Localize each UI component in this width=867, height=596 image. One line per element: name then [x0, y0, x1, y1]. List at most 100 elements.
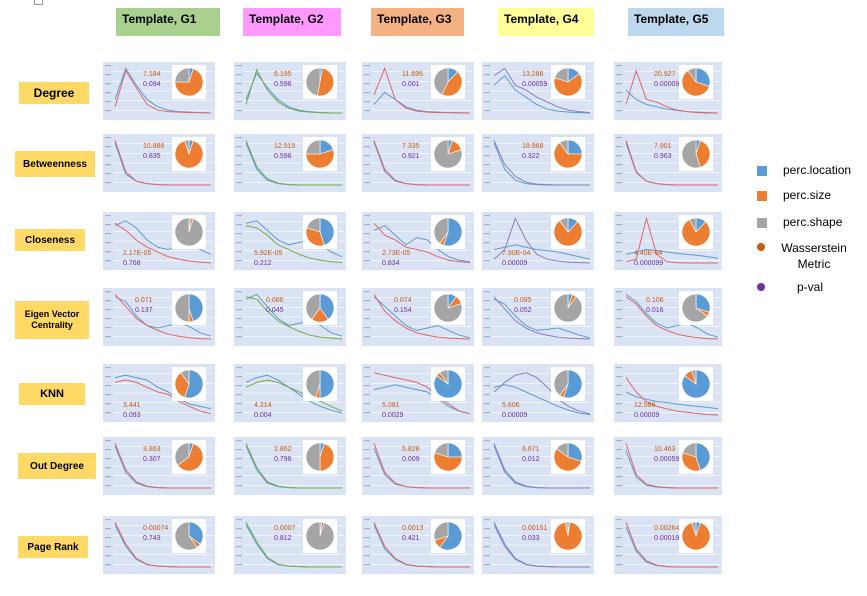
tick-label	[364, 173, 370, 175]
wasserstein-value: 12.568	[634, 402, 656, 409]
tick-label	[484, 412, 490, 414]
mini-chart: 12.568 0.00009	[614, 364, 722, 422]
tick-label	[364, 385, 370, 387]
tick-label	[236, 215, 242, 217]
column-header: Template, G4	[498, 8, 594, 36]
row-label: Betweenness	[15, 151, 95, 177]
tick-label	[616, 291, 622, 293]
series-line-template	[625, 293, 719, 338]
mini-chart: 0.0013 0.421	[362, 516, 474, 574]
tick-label	[364, 215, 370, 217]
p-value: 0.768	[123, 260, 141, 267]
legend-label: perc.location	[783, 163, 852, 177]
wasserstein-value: 0.071	[135, 297, 153, 304]
tick-label	[236, 155, 242, 157]
mini-chart: 7.335 0.921	[362, 134, 474, 192]
series-line-graph	[373, 522, 470, 568]
tick-label	[105, 233, 111, 235]
mini-chart-svg	[362, 212, 474, 270]
pie-slice-shape	[174, 442, 190, 466]
pie-slice-shape	[433, 217, 449, 244]
series-line-graph	[625, 140, 718, 186]
pie-slice-location	[695, 293, 711, 313]
tick-label	[484, 318, 490, 320]
p-value: 0.009	[402, 456, 420, 463]
tick-label	[236, 467, 242, 469]
pie-slice-location	[188, 521, 204, 545]
mini-chart-svg	[482, 437, 594, 495]
mini-chart: 0.086 0.045	[234, 288, 346, 346]
tick-label	[364, 485, 370, 487]
tick-label	[616, 146, 622, 148]
row-label: Page Rank	[18, 536, 88, 558]
tick-label	[364, 440, 370, 442]
series-line-template	[493, 74, 591, 114]
mini-chart-svg	[234, 288, 346, 346]
mini-chart-svg	[614, 62, 722, 120]
tick-label	[616, 385, 622, 387]
mini-chart-svg	[482, 288, 594, 346]
wasserstein-value: 7.901	[654, 143, 672, 150]
tick-label	[236, 546, 242, 548]
p-value: 0.212	[254, 260, 272, 267]
series-line-graph	[625, 377, 719, 416]
mini-chart-svg	[362, 134, 474, 192]
legend-item: perc.location	[757, 163, 865, 181]
p-value: 0.045	[266, 307, 284, 314]
series-line-graph	[373, 222, 471, 264]
series-line-graph	[245, 225, 343, 264]
legend-label: perc.shape	[783, 215, 843, 229]
tick-label	[364, 291, 370, 293]
mini-chart: 0.0007 0.812	[234, 516, 346, 574]
tick-label	[105, 251, 111, 253]
mini-chart: 5.081 0.0029	[362, 364, 474, 422]
tick-label	[364, 137, 370, 139]
wasserstein-value: 5.081	[382, 402, 400, 409]
tick-label	[236, 146, 242, 148]
wasserstein-value: 0.086	[266, 297, 284, 304]
tick-label	[364, 182, 370, 184]
tick-label	[364, 546, 370, 548]
series-line-graph	[245, 140, 342, 186]
mini-chart-svg	[234, 516, 346, 574]
tick-label	[236, 318, 242, 320]
tick-label	[105, 528, 111, 530]
mini-chart: 3.441 0.093	[103, 364, 215, 422]
p-value: 0.00059	[654, 456, 680, 463]
pie-slice-shape	[556, 442, 569, 458]
tick-label	[484, 182, 490, 184]
tick-label	[364, 458, 370, 460]
tick-label	[364, 336, 370, 338]
p-value: 0.921	[402, 153, 420, 160]
tick-label	[364, 394, 370, 396]
tick-label	[616, 458, 622, 460]
tick-label	[616, 110, 622, 112]
series-line-graph	[245, 522, 342, 568]
tick-label	[364, 519, 370, 521]
tick-label	[364, 92, 370, 94]
series-line-template	[493, 384, 591, 416]
tick-label	[105, 519, 111, 521]
pie-slice-shape	[305, 369, 321, 398]
tick-label	[105, 300, 111, 302]
p-value: 0.00009	[634, 412, 660, 419]
mini-chart-svg	[234, 364, 346, 422]
tick-label	[616, 485, 622, 487]
tick-label	[236, 101, 242, 103]
tick-label	[105, 92, 111, 94]
tick-label	[616, 394, 622, 396]
pie-slice-size	[553, 448, 582, 472]
p-value: 0.00009	[502, 260, 528, 267]
pie-slice-size	[433, 452, 463, 472]
tick-label	[236, 260, 242, 262]
series-line-template	[493, 298, 591, 339]
anchor-handle[interactable]	[34, 0, 43, 5]
mini-chart-svg	[482, 364, 594, 422]
tick-label	[484, 74, 490, 76]
tick-label	[484, 101, 490, 103]
tick-label	[616, 555, 622, 557]
pie-slice-size	[553, 220, 583, 247]
mini-chart: 2.862 0.796	[234, 437, 346, 495]
tick-label	[616, 300, 622, 302]
mini-chart-svg	[103, 212, 215, 270]
